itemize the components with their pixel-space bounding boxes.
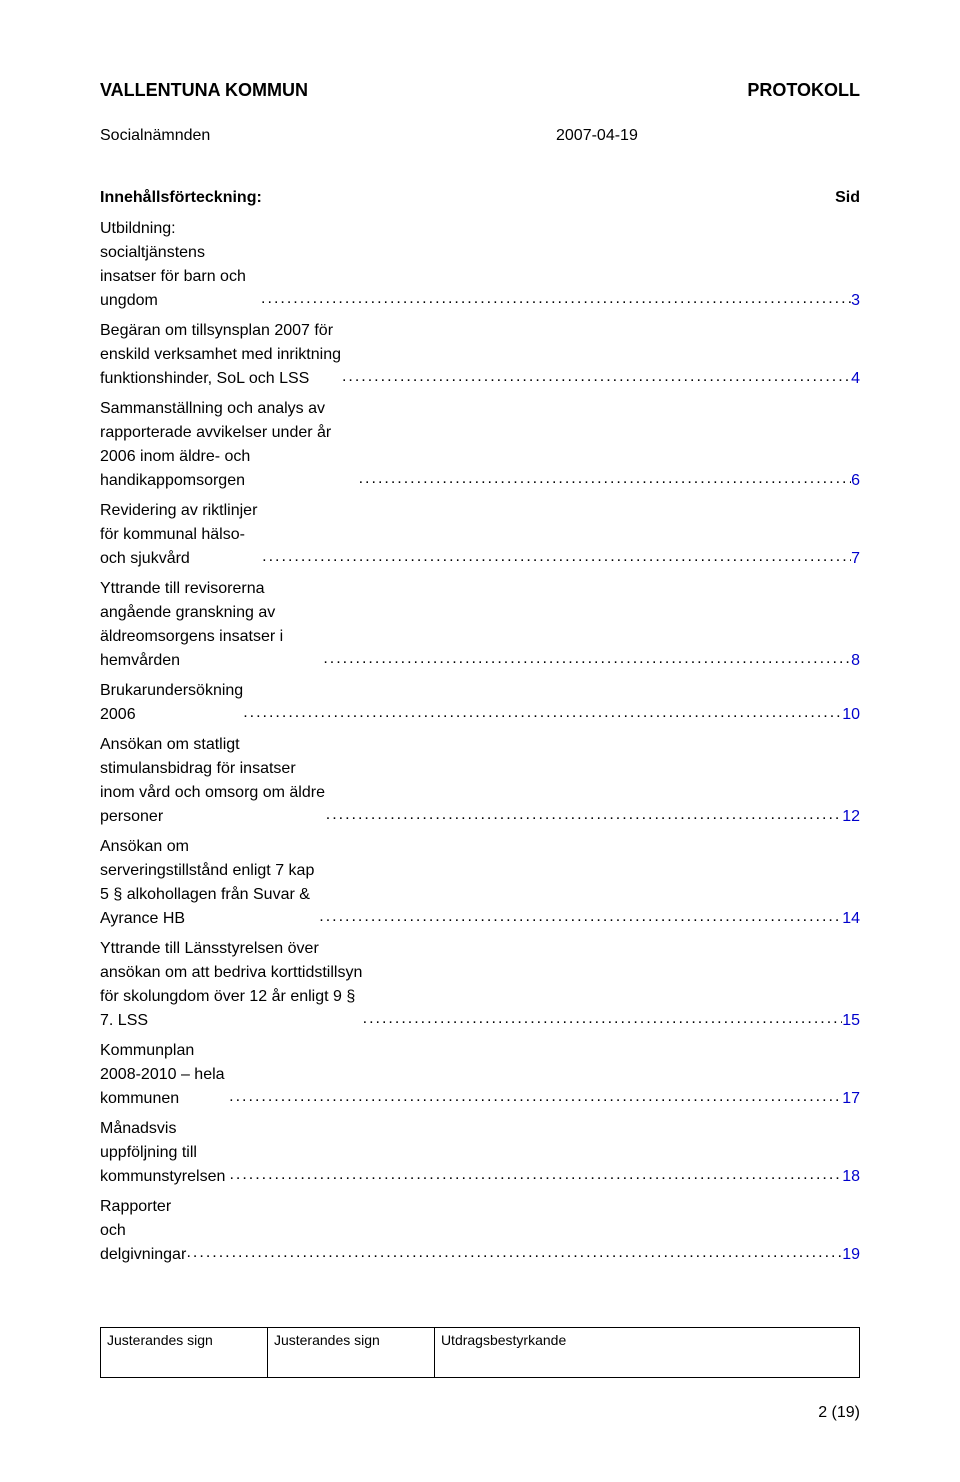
toc-entry-text: Brukarundersökning 2006	[100, 679, 243, 727]
toc-entry: Månadsvis uppföljning till kommunstyrels…	[100, 1117, 860, 1189]
toc-entry-page[interactable]: 4	[851, 367, 860, 391]
toc-title-row: Innehållsförteckning: Sid	[100, 189, 860, 207]
signature-table: Justerandes sign Justerandes sign Utdrag…	[100, 1327, 860, 1378]
toc-list: Utbildning: socialtjänstens insatser för…	[100, 217, 860, 1267]
page-number: 2 (19)	[100, 1404, 860, 1422]
toc-entry-text: Yttrande till revisorerna angående grans…	[100, 577, 323, 673]
toc-entry: Rapporter och delgivningar 19	[100, 1195, 860, 1267]
header-right: PROTOKOLL	[747, 80, 860, 101]
toc-entry-page[interactable]: 8	[851, 649, 860, 673]
toc-entry: Begäran om tillsynsplan 2007 för enskild…	[100, 319, 860, 391]
toc-entry-page[interactable]: 12	[842, 805, 860, 829]
toc-entry-text: Rapporter och delgivningar	[100, 1195, 186, 1267]
header-row: VALLENTUNA KOMMUN PROTOKOLL	[100, 80, 860, 101]
toc-entry: Kommunplan 2008-2010 – hela kommunen 17	[100, 1039, 860, 1111]
toc-leader	[229, 1163, 842, 1187]
toc-entry-page[interactable]: 15	[842, 1009, 860, 1033]
toc-entry: Yttrande till Länsstyrelsen över ansökan…	[100, 937, 860, 1033]
subheader-row: Socialnämnden 2007-04-19	[100, 127, 860, 145]
toc-entry-text: Begäran om tillsynsplan 2007 för enskild…	[100, 319, 342, 391]
toc-leader	[319, 905, 842, 929]
toc-entry: Utbildning: socialtjänstens insatser för…	[100, 217, 860, 313]
signature-cell-c: Utdragsbestyrkande	[434, 1328, 859, 1378]
subheader-left: Socialnämnden	[100, 127, 465, 145]
toc-entry: Yttrande till revisorerna angående grans…	[100, 577, 860, 673]
signature-cell-b: Justerandes sign	[267, 1328, 434, 1378]
toc-leader	[229, 1085, 842, 1109]
toc-leader	[323, 647, 851, 671]
subheader-date: 2007-04-19	[556, 127, 860, 145]
toc-entry-page[interactable]: 7	[851, 547, 860, 571]
toc-entry-text: Månadsvis uppföljning till kommunstyrels…	[100, 1117, 229, 1189]
toc-leader	[359, 467, 851, 491]
toc-entry-text: Yttrande till Länsstyrelsen över ansökan…	[100, 937, 363, 1033]
toc-entry: Brukarundersökning 2006 10	[100, 679, 860, 727]
toc-entry-text: Sammanställning och analys av rapportera…	[100, 397, 359, 493]
toc-entry-page[interactable]: 14	[842, 907, 860, 931]
toc-leader	[186, 1241, 842, 1265]
signature-cell-a: Justerandes sign	[101, 1328, 268, 1378]
toc-entry-text: Ansökan om statligt stimulansbidrag för …	[100, 733, 326, 829]
toc-entry: Ansökan om statligt stimulansbidrag för …	[100, 733, 860, 829]
header-left: VALLENTUNA KOMMUN	[100, 80, 308, 101]
toc-entry-text: Kommunplan 2008-2010 – hela kommunen	[100, 1039, 229, 1111]
toc-leader	[326, 803, 842, 827]
toc-entry-text: Utbildning: socialtjänstens insatser för…	[100, 217, 261, 313]
toc-entry: Ansökan om serveringstillstånd enligt 7 …	[100, 835, 860, 931]
toc-leader	[243, 701, 842, 725]
toc-entry-page[interactable]: 17	[842, 1087, 860, 1111]
toc-leader	[363, 1007, 843, 1031]
toc-entry-page[interactable]: 3	[851, 289, 860, 313]
toc-leader	[342, 365, 851, 389]
footer: Justerandes sign Justerandes sign Utdrag…	[100, 1327, 860, 1422]
toc-title: Innehållsförteckning:	[100, 189, 262, 207]
toc-entry: Sammanställning och analys av rapportera…	[100, 397, 860, 493]
toc-entry-page[interactable]: 10	[842, 703, 860, 727]
toc-leader	[261, 287, 851, 311]
toc-entry-page[interactable]: 18	[842, 1165, 860, 1189]
toc-leader	[262, 545, 851, 569]
toc-entry: Revidering av riktlinjer för kommunal hä…	[100, 499, 860, 571]
toc-entry-text: Ansökan om serveringstillstånd enligt 7 …	[100, 835, 319, 931]
toc-entry-text: Revidering av riktlinjer för kommunal hä…	[100, 499, 262, 571]
toc-entry-page[interactable]: 6	[851, 469, 860, 493]
toc-page-label: Sid	[835, 189, 860, 207]
toc-entry-page[interactable]: 19	[842, 1243, 860, 1267]
